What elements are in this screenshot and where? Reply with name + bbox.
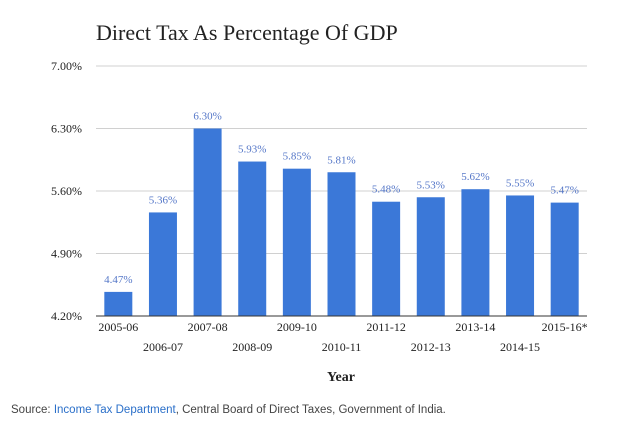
- bar-value-label: 5.62%: [461, 171, 489, 183]
- bar: [372, 201, 401, 316]
- source-line: Source: Income Tax Department, Central B…: [11, 404, 446, 416]
- bar: [238, 161, 267, 316]
- y-tick-label: 4.20%: [51, 309, 82, 323]
- x-tick-label: 2012-13: [411, 340, 451, 354]
- bar-value-label: 4.47%: [104, 274, 132, 286]
- bar: [550, 202, 579, 316]
- x-tick-label: 2011-12: [366, 320, 406, 334]
- bar: [416, 197, 445, 316]
- source-link[interactable]: Income Tax Department: [53, 404, 176, 416]
- bar: [193, 128, 222, 316]
- x-tick-label: 2005-06: [98, 320, 138, 334]
- y-tick-label: 6.30%: [51, 122, 82, 136]
- x-tick-label: 2008-09: [232, 340, 272, 354]
- value-labels: 4.47% 5.36% 6.30% 5.93% 5.85% 5.81% 5.48% 5.53%…: [104, 111, 579, 286]
- y-tick-label: 7.00%: [51, 59, 82, 73]
- bar: [282, 168, 311, 316]
- chart-title: Direct Tax As Percentage Of GDP: [96, 20, 398, 45]
- bar-value-label: 5.47%: [550, 185, 578, 197]
- chart-panel: Direct Tax As Percentage Of GDP 4.20% 4.9…: [51, 20, 588, 385]
- source-prefix: Source:: [11, 404, 54, 416]
- x-tick-label: 2010-11: [322, 340, 362, 354]
- y-tick-label: 5.60%: [51, 184, 82, 198]
- x-tick-label: 2015-16*: [542, 320, 588, 334]
- bar-value-label: 5.81%: [327, 154, 355, 166]
- x-tick-label: 2007-08: [188, 320, 228, 334]
- x-axis-title: Year: [327, 370, 355, 385]
- bar: [148, 212, 177, 316]
- x-tick-label: 2009-10: [277, 320, 317, 334]
- bar-value-label: 5.93%: [238, 144, 266, 156]
- bar: [104, 291, 133, 316]
- bar-chart: Direct Tax As Percentage Of GDP 4.20% 4.9…: [51, 20, 588, 385]
- bar: [461, 189, 490, 316]
- bar: [506, 195, 535, 316]
- bar-value-label: 5.55%: [506, 177, 534, 189]
- bar-value-label: 6.30%: [193, 111, 221, 123]
- y-axis-ticks: 4.20% 4.90% 5.60% 6.30% 7.00%: [51, 59, 82, 323]
- y-tick-label: 4.90%: [51, 247, 82, 261]
- x-tick-label: 2013-14: [455, 320, 495, 334]
- x-axis-ticks: 2005-06 2006-07 2007-08 2008-09 2009-10 2010-…: [98, 320, 587, 354]
- bar-value-label: 5.48%: [372, 184, 400, 196]
- bar-value-label: 5.36%: [149, 194, 177, 206]
- bar-value-label: 5.53%: [417, 179, 445, 191]
- bar: [327, 172, 356, 316]
- bars: [104, 128, 579, 316]
- x-tick-label: 2006-07: [143, 340, 183, 354]
- bar-value-label: 5.85%: [283, 151, 311, 163]
- x-tick-label: 2014-15: [500, 340, 540, 354]
- source-suffix: , Central Board of Direct Taxes, Governm…: [175, 404, 446, 416]
